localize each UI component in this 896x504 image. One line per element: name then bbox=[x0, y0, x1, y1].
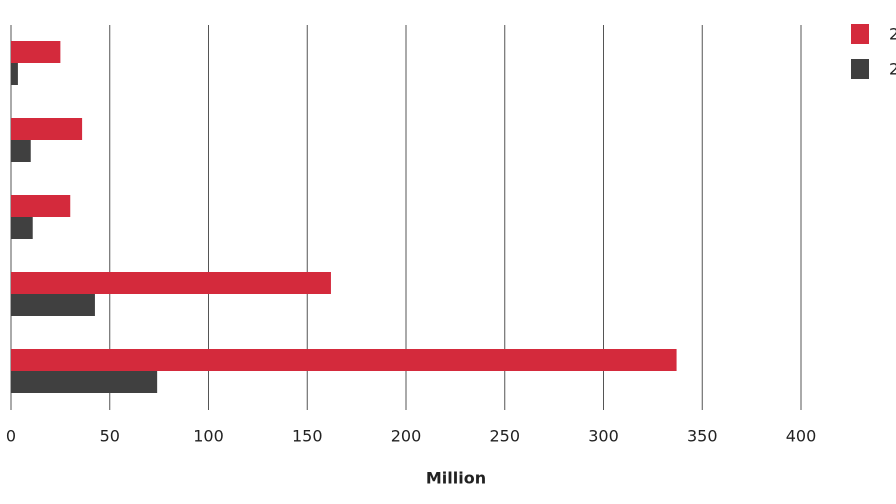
x-tick-label: 250 bbox=[489, 427, 520, 446]
bar bbox=[11, 195, 71, 217]
legend-swatch bbox=[851, 24, 869, 44]
x-tick-label: 0 bbox=[6, 427, 16, 446]
x-tick-label: 400 bbox=[786, 427, 817, 446]
x-tick-label: 350 bbox=[687, 427, 718, 446]
bar bbox=[11, 272, 331, 294]
bar bbox=[11, 349, 677, 371]
bar bbox=[11, 41, 61, 63]
legend-swatch bbox=[851, 59, 869, 79]
bar bbox=[11, 140, 31, 162]
bar bbox=[11, 371, 158, 393]
bar bbox=[11, 294, 95, 316]
x-tick-label: 50 bbox=[100, 427, 120, 446]
bar bbox=[11, 63, 18, 85]
legend-label: 2 bbox=[889, 25, 896, 44]
x-axis-label: Million bbox=[426, 469, 486, 488]
bar bbox=[11, 217, 33, 239]
bar bbox=[11, 118, 83, 140]
x-tick-label: 200 bbox=[391, 427, 422, 446]
legend-label: 2 bbox=[889, 60, 896, 79]
x-tick-label: 300 bbox=[588, 427, 619, 446]
x-tick-label: 150 bbox=[292, 427, 323, 446]
x-tick-label: 100 bbox=[193, 427, 224, 446]
